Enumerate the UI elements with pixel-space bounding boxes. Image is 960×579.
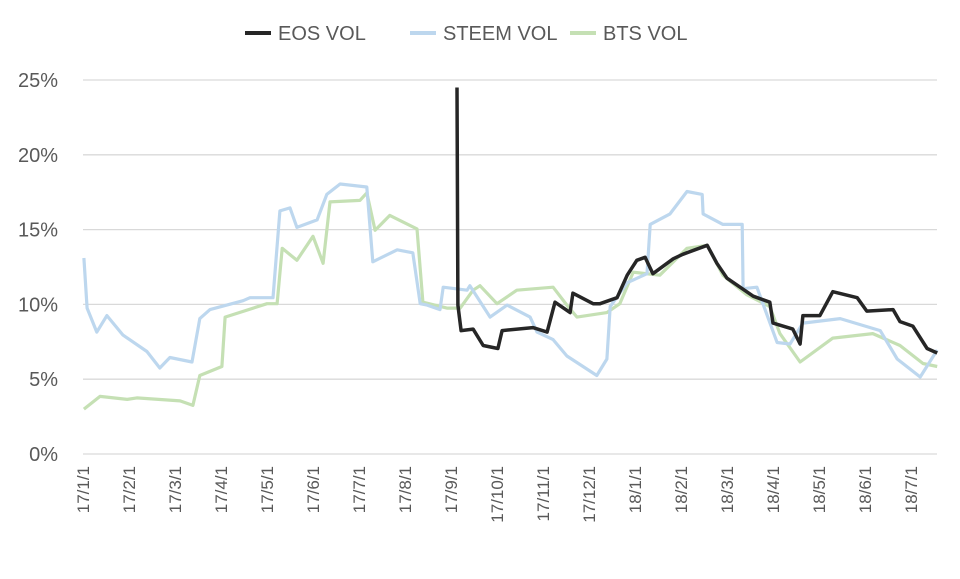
x-tick-label: 17/10/1 [488, 466, 507, 523]
x-tick-label: 17/12/1 [580, 466, 599, 523]
x-tick-label: 18/6/1 [856, 466, 875, 513]
legend-label: BTS VOL [603, 23, 687, 45]
y-tick-label: 10% [18, 294, 58, 316]
y-axis-ticks: 0% 5% 10% 15% 20% 25% [18, 70, 58, 466]
x-tick-label: 18/1/1 [626, 466, 645, 513]
x-tick-label: 17/1/1 [74, 466, 93, 513]
series-lines [82, 87, 939, 411]
x-tick-label: 17/3/1 [166, 466, 185, 513]
x-tick-label: 17/6/1 [304, 466, 323, 513]
x-tick-label: 18/7/1 [902, 466, 921, 513]
x-axis-ticks: 17/1/1 17/2/1 17/3/1 17/4/1 17/5/1 17/6/1 17/7… [74, 466, 921, 523]
x-tick-label: 17/8/1 [396, 466, 415, 513]
legend-item: STEEM VOL [410, 23, 557, 45]
legend-item: EOS VOL [245, 23, 366, 45]
y-tick-label: 20% [18, 145, 58, 167]
legend-label: EOS VOL [278, 23, 366, 45]
series-line-bts-vol [82, 191, 938, 411]
x-tick-label: 18/2/1 [672, 466, 691, 513]
x-tick-label: 17/2/1 [120, 466, 139, 513]
legend-label: STEEM VOL [443, 23, 557, 45]
x-tick-label: 18/5/1 [810, 466, 829, 513]
x-tick-label: 17/4/1 [212, 466, 231, 513]
series-line-steem-vol [82, 182, 939, 379]
y-tick-label: 0% [29, 444, 58, 466]
gridlines [83, 79, 937, 455]
x-tick-label: 17/5/1 [258, 466, 277, 513]
x-tick-label: 17/7/1 [350, 466, 369, 513]
series-line-eos-vol [455, 87, 938, 355]
y-tick-label: 5% [29, 369, 58, 391]
x-tick-label: 18/4/1 [764, 466, 783, 513]
legend-item: BTS VOL [570, 23, 687, 45]
y-tick-label: 15% [18, 220, 58, 242]
legend: EOS VOL STEEM VOL BTS VOL [245, 23, 687, 45]
x-tick-label: 17/9/1 [442, 466, 461, 513]
x-tick-label: 18/3/1 [718, 466, 737, 513]
x-tick-label: 17/11/1 [534, 466, 553, 521]
y-tick-label: 25% [18, 70, 58, 92]
